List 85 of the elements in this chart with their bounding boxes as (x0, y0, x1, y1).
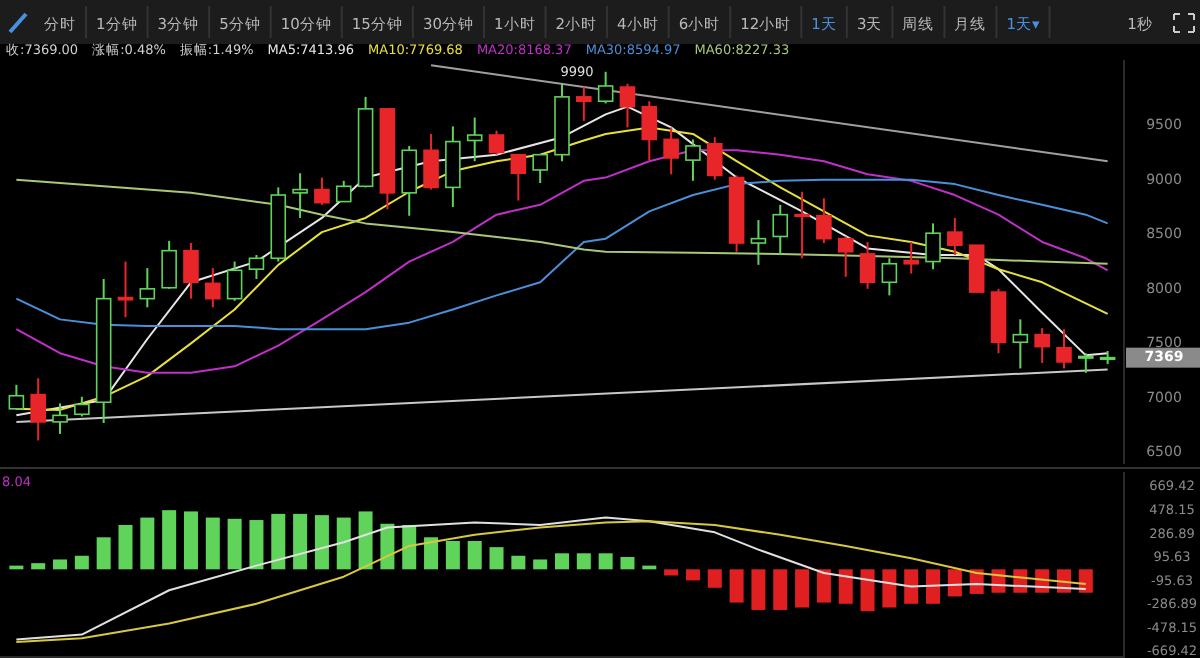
candlestick (292, 172, 308, 219)
bar (926, 569, 941, 604)
bar (53, 559, 68, 570)
bar (729, 569, 744, 603)
candlestick (597, 70, 614, 105)
candlestick (576, 86, 592, 122)
candlestick (205, 267, 221, 309)
candlestick (1012, 318, 1029, 370)
candlestick (183, 242, 199, 300)
bar (947, 569, 962, 597)
candlestick (52, 402, 68, 435)
candlestick (641, 100, 658, 162)
bar (271, 513, 286, 570)
candlestick (226, 260, 243, 302)
bar (576, 553, 591, 570)
bar (467, 540, 482, 570)
candlestick (30, 377, 46, 442)
candlestick (1078, 352, 1094, 374)
candlestick (1056, 328, 1072, 370)
candlestick (925, 222, 941, 271)
candlestick (794, 190, 810, 260)
bar (205, 517, 220, 570)
bar (162, 510, 177, 570)
candlestick (947, 216, 963, 257)
bar (707, 569, 722, 588)
candlestick (750, 219, 767, 266)
candlestick (837, 235, 854, 278)
candlestick (248, 254, 265, 281)
bar (358, 511, 373, 570)
bar (904, 569, 919, 604)
candlestick (401, 144, 418, 217)
bar (882, 569, 897, 608)
bar (533, 559, 548, 570)
candlestick (488, 129, 505, 156)
line-series (15, 178, 1109, 331)
candlestick (117, 260, 134, 319)
candlestick (510, 153, 527, 202)
bar (598, 553, 613, 570)
bar (249, 520, 264, 570)
bar (74, 555, 89, 570)
bar (118, 524, 133, 570)
bar (227, 518, 242, 570)
candlestick (685, 138, 701, 182)
bar (183, 511, 198, 570)
candlestick (663, 126, 679, 176)
bar (31, 563, 46, 570)
bar (511, 555, 526, 570)
bar (620, 556, 635, 570)
bar (424, 537, 439, 570)
candlestick (335, 179, 352, 203)
bar (1078, 569, 1093, 593)
bar (445, 540, 460, 570)
bar (555, 553, 569, 570)
bar (838, 569, 853, 604)
candlestick (314, 176, 330, 206)
candlestick (816, 197, 832, 245)
candlestick (445, 125, 461, 209)
bar (314, 515, 329, 570)
bar (816, 569, 831, 603)
bar (751, 569, 766, 610)
bar (140, 517, 155, 570)
candlestick (903, 240, 919, 275)
candlestick (1034, 327, 1050, 364)
bar (336, 517, 351, 570)
bar (860, 569, 875, 612)
candlestick (859, 240, 876, 290)
candlestick (772, 203, 789, 257)
candlestick (968, 244, 985, 293)
bar (773, 569, 788, 610)
candlestick (139, 267, 156, 309)
candlestick (881, 257, 898, 297)
candlestick (74, 395, 90, 418)
bar (685, 569, 700, 581)
candlestick (706, 136, 723, 181)
bar (795, 569, 810, 608)
candlestick (423, 132, 439, 191)
bar (489, 547, 504, 570)
candlestick (466, 116, 483, 163)
bar (664, 569, 679, 576)
candlestick (8, 383, 25, 411)
candlestick (532, 153, 548, 185)
candlestick (619, 82, 636, 129)
bar (96, 537, 111, 570)
bar (293, 513, 308, 570)
candlestick (161, 239, 177, 290)
